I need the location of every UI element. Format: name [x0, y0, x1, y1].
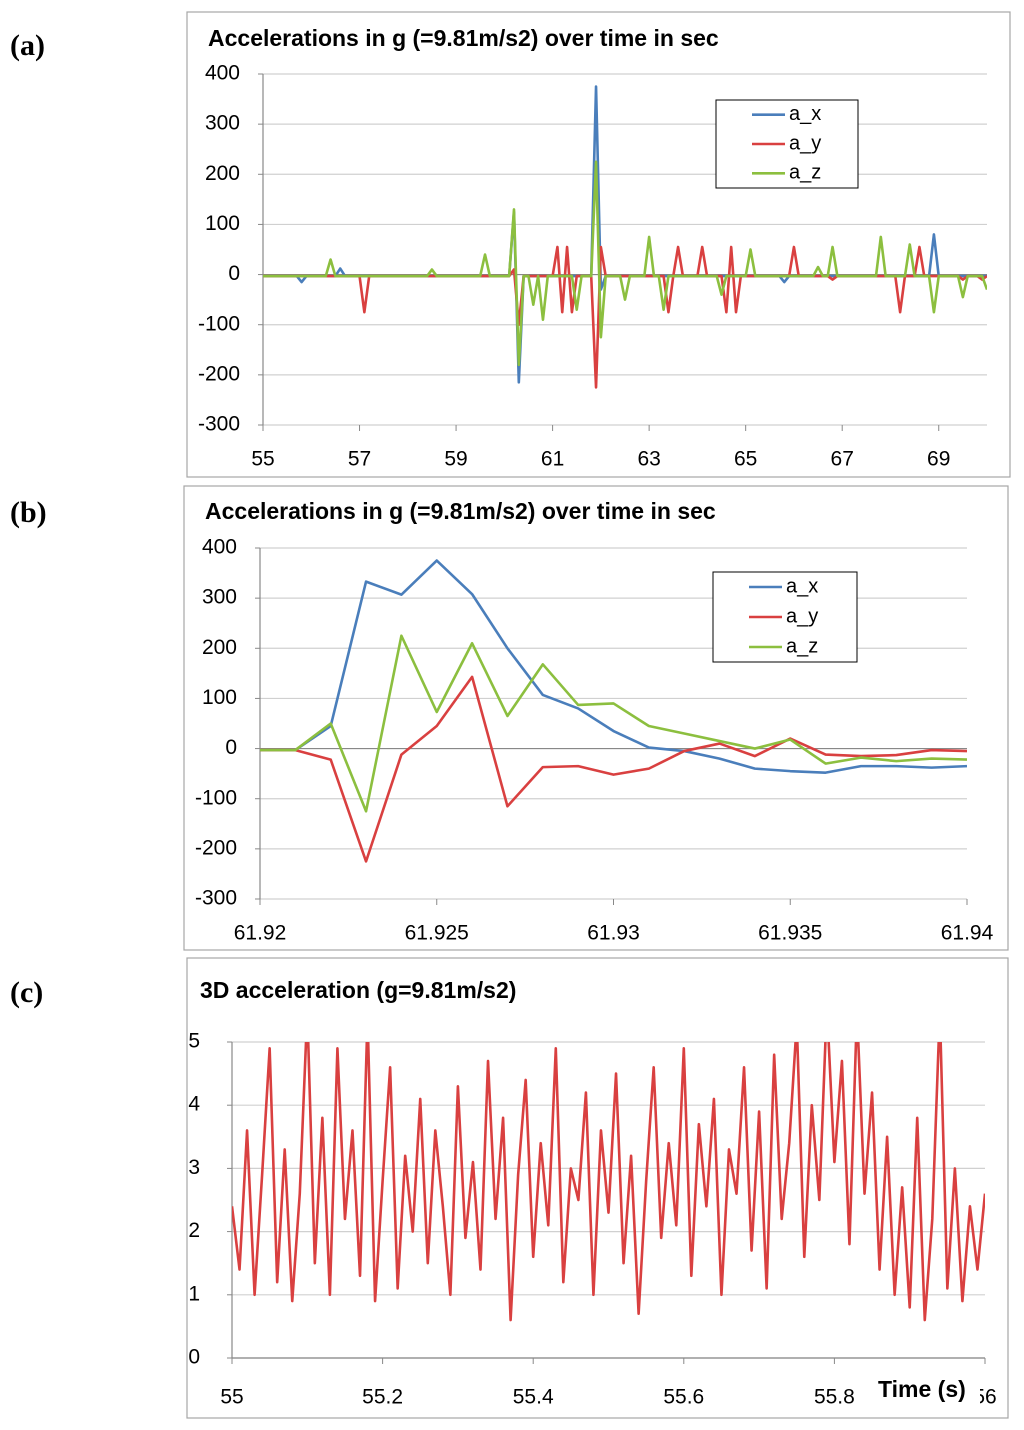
legend-label: a_x: [789, 103, 821, 125]
legend-label: a_z: [786, 635, 818, 657]
legend-label: a_y: [789, 132, 821, 154]
y-tick-label: 3: [188, 1156, 200, 1179]
y-tick-label: 200: [205, 162, 240, 185]
x-tick-label: 55: [220, 1386, 243, 1409]
x-tick-label: 61.94: [941, 922, 994, 945]
chart-title: Accelerations in g (=9.81m/s2) over time…: [208, 25, 719, 51]
data-line: [232, 1042, 985, 1322]
x-tick-label: 61.92: [234, 922, 287, 945]
x-tick-label: 61.935: [758, 922, 822, 945]
chart-title: Accelerations in g (=9.81m/s2) over time…: [205, 498, 716, 524]
x-tick-label: 59: [444, 448, 467, 471]
x-tick-label: 61: [541, 448, 564, 471]
x-tick-label: 55.6: [663, 1386, 704, 1409]
x-tick-label: 69: [927, 448, 950, 471]
chart-frame: [183, 485, 1009, 951]
data-line: [260, 559, 967, 774]
data-line: [263, 160, 987, 367]
y-tick-label: 0: [228, 262, 240, 285]
data-line: [260, 675, 967, 863]
legend-box: [715, 99, 859, 189]
y-tick-label: 5: [188, 1030, 200, 1053]
y-tick-label: 100: [202, 686, 237, 709]
x-tick-label: 67: [831, 448, 854, 471]
x-label-bg: [876, 1374, 980, 1408]
legend-label: a_z: [789, 162, 821, 184]
y-tick-label: 2: [188, 1219, 200, 1242]
x-tick-label: 55.2: [362, 1386, 403, 1409]
legend-box: [712, 571, 858, 663]
data-line: [260, 634, 967, 813]
x-tick-label: 63: [637, 448, 660, 471]
y-tick-label: 300: [205, 112, 240, 135]
x-tick-label: 61.93: [587, 922, 640, 945]
x-tick-label: 57: [348, 448, 371, 471]
y-tick-label: 0: [225, 736, 237, 759]
legend-label: a_x: [786, 575, 818, 597]
panel-label: (c): [10, 976, 43, 1009]
y-tick-label: -100: [195, 786, 237, 809]
panel-label: (b): [10, 496, 47, 529]
x-axis-label: Time (s): [878, 1376, 966, 1402]
x-tick-label: 65: [734, 448, 757, 471]
y-tick-label: 200: [202, 636, 237, 659]
x-tick-label: 55: [251, 448, 274, 471]
y-tick-label: 0: [188, 1346, 200, 1369]
y-tick-label: 100: [205, 212, 240, 235]
x-tick-label: 61.925: [405, 922, 469, 945]
x-tick-label: 55.8: [814, 1386, 855, 1409]
y-tick-label: -200: [198, 362, 240, 385]
y-tick-label: 4: [188, 1093, 200, 1116]
y-tick-label: -100: [198, 312, 240, 335]
y-tick-label: -300: [195, 887, 237, 910]
panel-label: (a): [10, 29, 45, 62]
y-tick-label: -200: [195, 836, 237, 859]
y-tick-label: 400: [205, 62, 240, 85]
y-tick-label: 1: [188, 1282, 200, 1305]
chart-title: 3D acceleration (g=9.81m/s2): [200, 977, 516, 1003]
x-tick-label: 55.4: [513, 1386, 554, 1409]
y-tick-label: 300: [202, 586, 237, 609]
y-tick-label: -300: [198, 413, 240, 436]
y-tick-label: 400: [202, 536, 237, 559]
legend-label: a_y: [786, 605, 818, 627]
